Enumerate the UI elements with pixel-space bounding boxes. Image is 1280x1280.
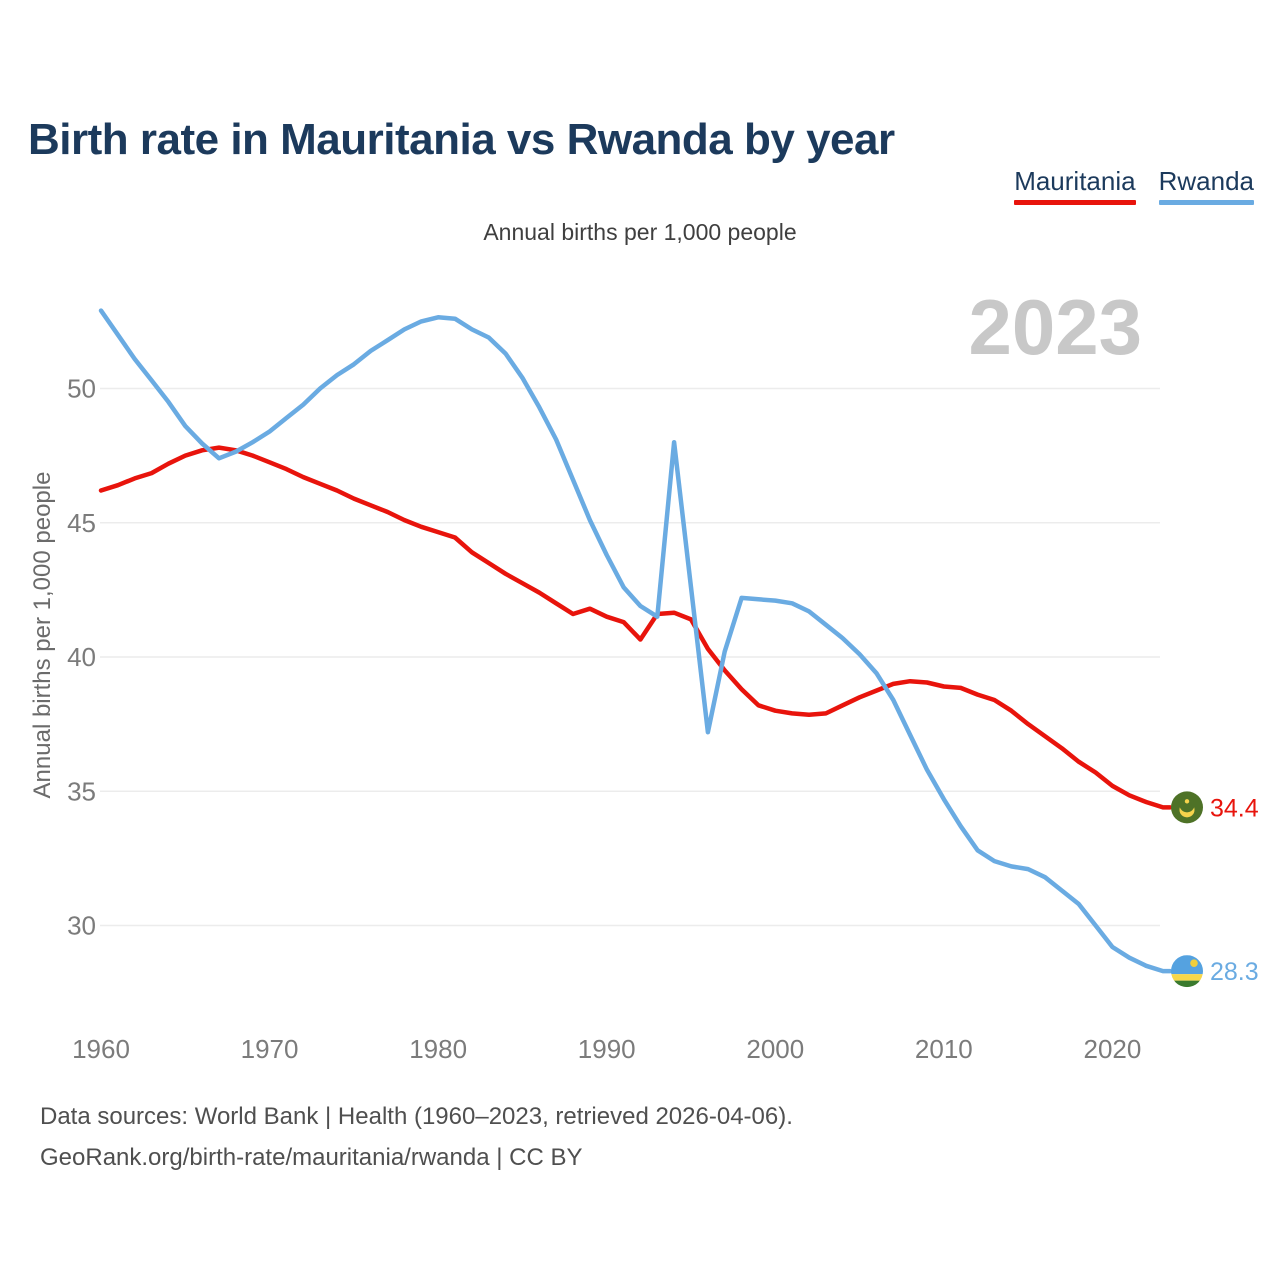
legend: Mauritania Rwanda [1014,166,1254,205]
footer-url-line: GeoRank.org/birth-rate/mauritania/rwanda… [40,1144,583,1171]
footer-source-line: Data sources: World Bank | Health (1960–… [40,1103,793,1130]
rwanda-flag-icon [1171,955,1203,988]
rwanda-end-value-label: 28.3 [1210,958,1259,986]
mauritania-flag-icon [1171,791,1203,824]
x-tick-label-1970: 1970 [241,1034,299,1064]
x-tick-label-2000: 2000 [746,1034,804,1064]
rwanda-line[interactable] [98,308,1173,974]
x-tick-label-2010: 2010 [915,1034,973,1064]
legend-item-rwanda[interactable]: Rwanda [1158,166,1254,205]
y-tick-label-35: 35 [67,776,96,806]
y-tick-label-50: 50 [67,374,96,404]
year-watermark: 2023 [968,283,1142,371]
x-tick-label-2020: 2020 [1084,1034,1142,1064]
legend-underline-rwanda [1158,200,1254,205]
legend-label-mauritania: Mauritania [1014,166,1136,196]
chart-title: Birth rate in Mauritania vs Rwanda by ye… [28,115,895,165]
legend-underline-mauritania [1014,200,1136,205]
legend-item-mauritania[interactable]: Mauritania [1014,166,1136,205]
mauritania-end-value-label: 34.4 [1210,794,1259,822]
x-tick-label-1980: 1980 [409,1034,467,1064]
y-tick-label-30: 30 [67,911,96,941]
legend-label-rwanda: Rwanda [1158,166,1254,196]
mauritania-line[interactable] [98,445,1173,810]
chart-footer: Data sources: World Bank | Health (1960–… [40,1096,793,1178]
x-tick-label-1960: 1960 [72,1034,130,1064]
x-tick-label-1990: 1990 [578,1034,636,1064]
y-tick-label-40: 40 [67,642,96,672]
chart-subtitle: Annual births per 1,000 people [483,219,797,245]
y-tick-label-45: 45 [67,508,96,538]
